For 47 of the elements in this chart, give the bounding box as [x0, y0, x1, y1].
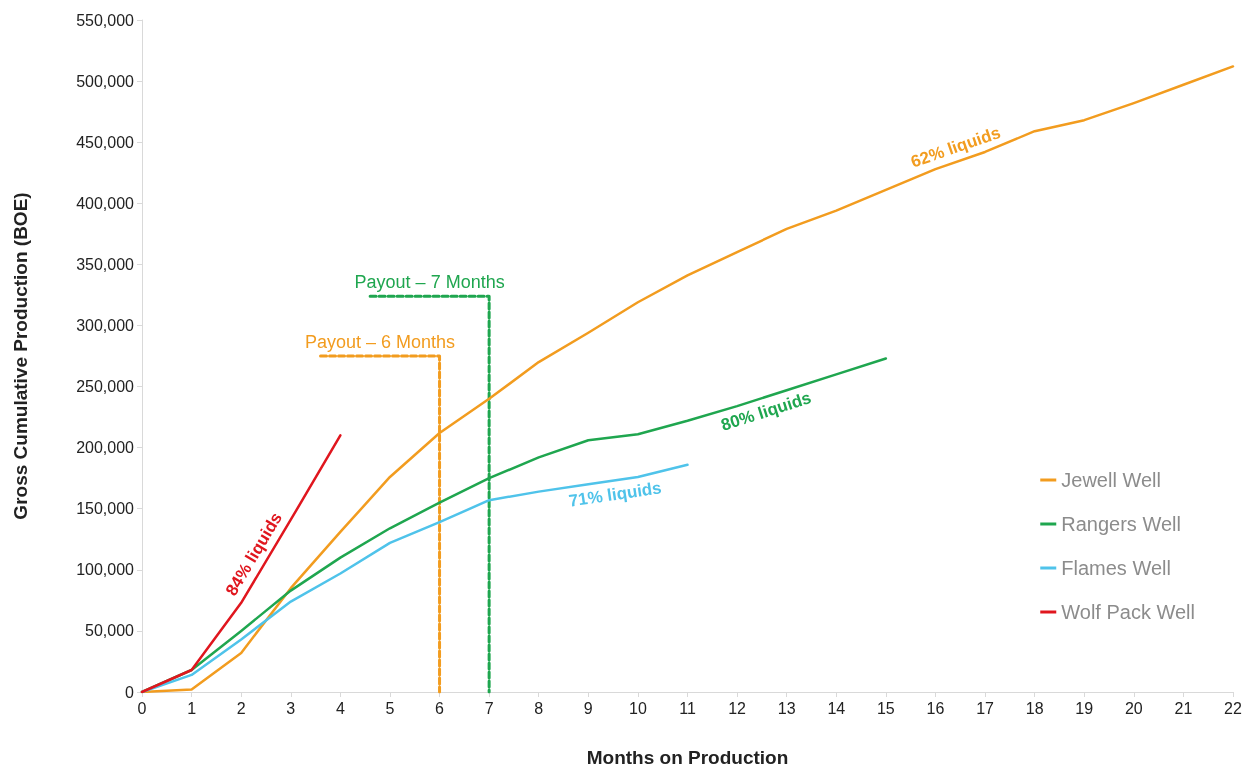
y-axis-title: Gross Cumulative Production (BOE) — [10, 192, 31, 520]
y-tick-label: 50,000 — [85, 622, 135, 640]
y-tick-label: 300,000 — [76, 316, 135, 334]
legend-label: Flames Well — [1061, 557, 1171, 579]
x-tick-label: 14 — [827, 699, 846, 717]
x-tick-label: 0 — [137, 699, 147, 717]
x-tick-label: 8 — [534, 699, 544, 717]
x-tick-label: 1 — [187, 699, 197, 717]
x-tick-label: 16 — [926, 699, 945, 717]
x-tick-label: 3 — [286, 699, 296, 717]
y-tick-label: 250,000 — [76, 378, 135, 396]
x-tick-label: 18 — [1025, 699, 1044, 717]
annotation: Payout – 7 Months — [354, 272, 505, 293]
y-tick-label: 200,000 — [76, 439, 135, 457]
x-tick-label: 21 — [1174, 699, 1193, 717]
x-tick-label: 22 — [1224, 699, 1242, 717]
y-tick-label: 500,000 — [76, 72, 135, 90]
x-tick-label: 19 — [1075, 699, 1094, 717]
x-tick-label: 15 — [876, 699, 895, 717]
x-tick-label: 9 — [583, 699, 593, 717]
annotation: Payout – 6 Months — [304, 332, 456, 352]
x-tick-label: 4 — [335, 699, 345, 717]
x-tick-label: 2 — [236, 699, 246, 717]
x-tick-label: 5 — [385, 699, 395, 717]
y-tick-label: 400,000 — [76, 194, 135, 212]
x-tick-label: 13 — [777, 699, 796, 717]
x-tick-label: 10 — [629, 699, 647, 717]
x-tick-label: 17 — [976, 699, 995, 717]
y-tick-label: 0 — [125, 683, 135, 701]
y-tick-label: 150,000 — [76, 500, 135, 518]
x-tick-label: 20 — [1124, 699, 1143, 717]
x-tick-label: 7 — [484, 699, 494, 717]
y-tick-label: 450,000 — [76, 133, 135, 151]
annotation: 80% liquids — [718, 388, 814, 435]
y-tick-label: 550,000 — [76, 11, 135, 29]
x-tick-label: 11 — [679, 699, 696, 717]
legend-label: Jewell Well — [1061, 469, 1161, 491]
x-tick-label: 12 — [728, 699, 747, 717]
x-tick-label: 6 — [435, 699, 445, 717]
y-tick-label: 350,000 — [76, 255, 135, 273]
annotation: 62% liquids — [908, 123, 1003, 172]
y-tick-label: 100,000 — [76, 561, 135, 579]
line-series — [140, 434, 342, 694]
x-axis-title: Months on Production — [586, 747, 789, 768]
legend-label: Wolf Pack Well — [1061, 601, 1196, 623]
legend-label: Rangers Well — [1061, 513, 1181, 535]
annotation: 71% liquids — [567, 478, 663, 511]
